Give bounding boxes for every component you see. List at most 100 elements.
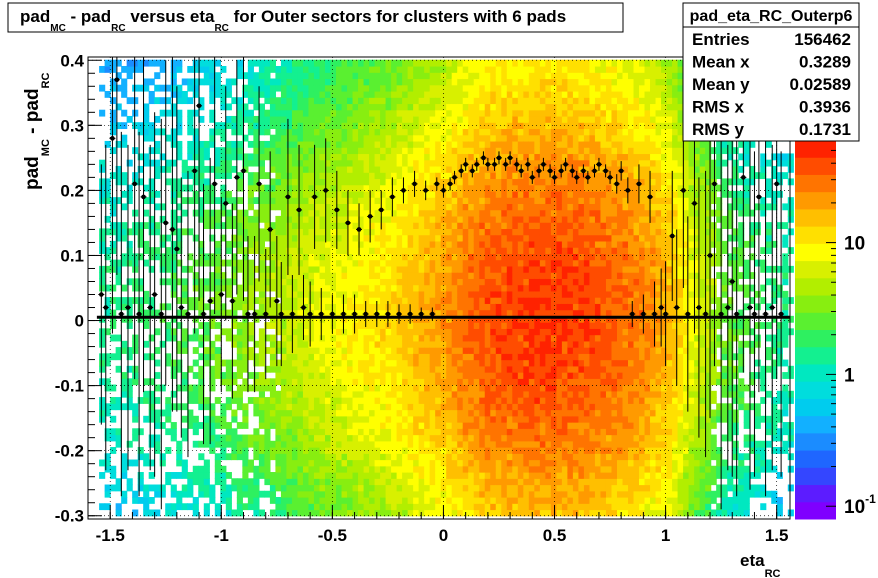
density-cell [413,422,420,429]
density-cell [402,503,409,511]
density-cell [275,165,282,173]
density-cell [369,109,376,117]
density-cell [203,415,210,423]
density-cell [352,478,359,486]
density-cell [269,353,277,361]
density-cell [203,472,210,479]
density-cell [313,97,321,105]
density-cell [457,190,464,198]
density-cell [330,222,337,229]
density-cell [402,159,409,167]
density-cell [286,115,293,123]
density-cell [523,397,530,404]
density-cell [253,78,260,86]
density-cell [413,103,420,111]
density-cell [545,172,552,180]
density-cell [484,78,491,86]
density-cell [407,78,414,86]
density-cell [358,90,365,98]
density-cell [528,203,535,211]
density-cell [319,459,326,467]
density-cell [358,415,365,423]
density-cell [110,434,117,442]
density-cell [192,134,199,142]
density-cell [220,472,227,479]
density-cell [545,415,552,423]
density-cell [99,415,106,423]
density-cell [187,253,194,261]
density-cell [517,359,524,367]
density-cell [291,365,299,373]
density-cell [402,59,409,67]
density-cell [126,397,133,404]
density-cell [330,422,337,429]
density-cell [545,128,552,136]
density-cell [148,390,155,398]
density-cell [192,328,199,336]
density-cell [275,447,282,454]
density-cell [264,115,271,123]
density-cell [275,422,282,429]
density-cell [126,59,133,67]
density-cell [418,153,425,161]
density-cell [347,65,354,73]
density-cell [501,384,508,392]
density-cell [280,309,288,317]
density-cell [269,272,277,279]
density-cell [528,403,535,411]
density-cell [308,72,315,80]
density-cell [231,240,238,248]
density-cell [451,209,458,217]
density-cell [363,315,370,323]
density-cell [369,190,376,198]
density-cell [137,297,144,304]
density-cell [462,415,469,423]
density-cell [341,197,348,205]
density-cell [490,422,497,429]
density-cell [440,59,447,67]
density-cell [253,222,260,229]
density-cell [380,422,387,429]
density-cell [490,428,497,436]
density-cell [336,197,343,205]
density-cell [242,284,249,292]
density-cell [550,409,557,417]
density-cell [451,428,458,436]
density-cell [429,509,436,517]
density-cell [275,184,282,192]
density-cell [341,65,348,73]
density-cell [341,90,348,98]
density-cell [413,190,420,198]
density-cell [132,434,139,442]
density-cell [413,315,420,323]
density-cell [391,322,398,329]
density-cell [324,259,332,267]
density-cell [336,209,343,217]
density-cell [165,503,172,511]
density-cell [429,197,436,205]
density-cell [214,122,221,130]
density-cell [313,165,321,173]
density-cell [308,278,315,286]
density-cell [550,309,557,317]
density-cell [468,397,475,404]
density-cell [286,297,293,304]
density-cell [308,472,315,479]
density-cell [451,109,458,117]
density-cell [209,209,216,217]
density-cell [302,403,310,411]
density-cell [313,315,321,323]
density-cell [319,184,326,192]
density-cell [435,59,442,67]
density-cell [490,503,497,511]
density-cell [539,309,546,317]
density-cell [280,103,288,111]
density-cell [495,128,502,136]
density-cell [391,347,398,354]
density-cell [275,403,282,411]
density-cell [192,384,199,392]
density-cell [358,265,365,273]
density-cell [435,465,442,473]
density-cell [280,153,288,161]
density-cell [319,322,326,329]
